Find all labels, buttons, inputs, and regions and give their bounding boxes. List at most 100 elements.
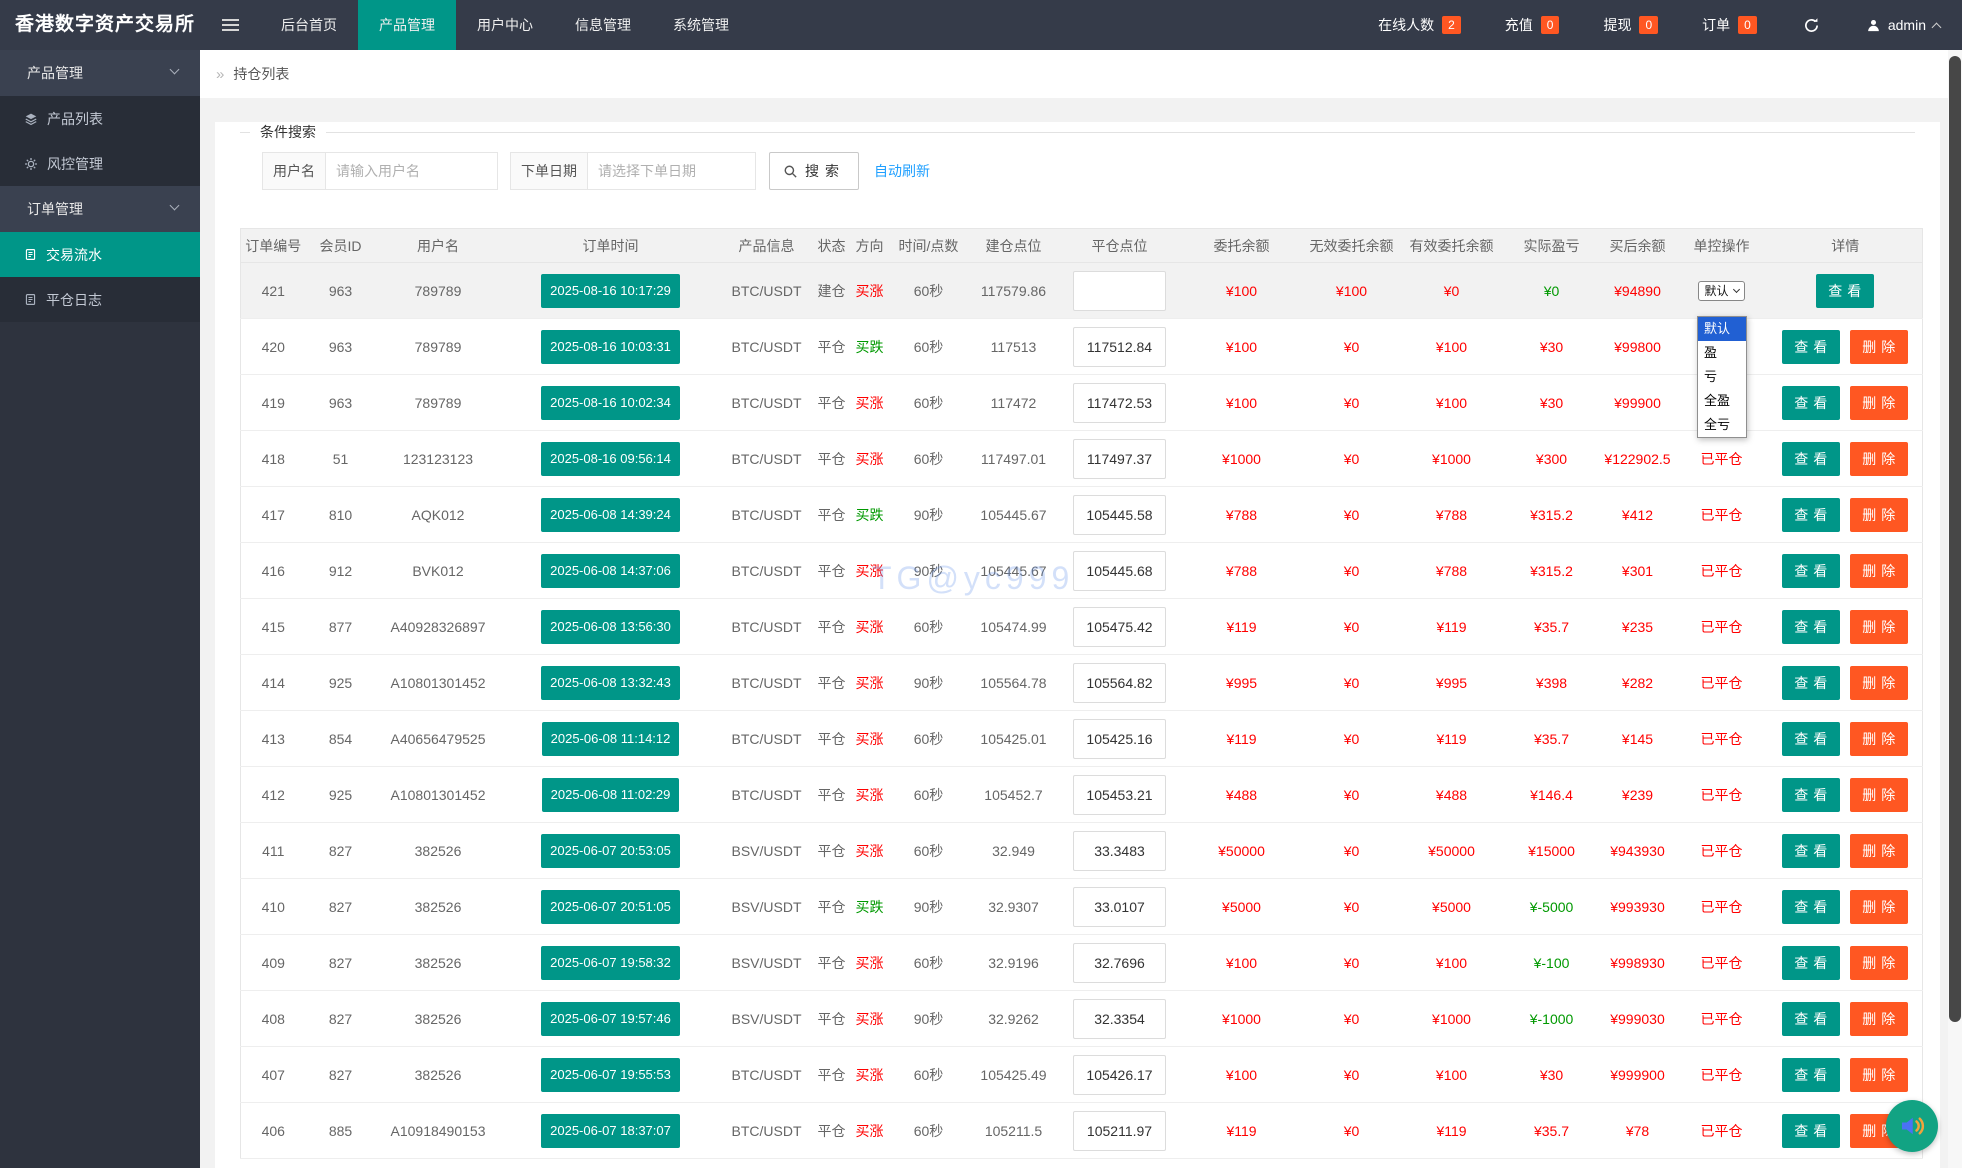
close-point-input[interactable] [1073,1054,1166,1095]
close-point-input[interactable] [1073,942,1166,983]
view-button[interactable]: 查看 [1782,721,1841,756]
order-time-button[interactable]: 2025-06-07 19:55:53 [541,1057,680,1092]
status: 平仓 [812,1102,851,1159]
sidebar-item-close-log[interactable]: 平仓日志 [0,277,200,322]
delete-button[interactable]: 删除 [1850,721,1909,756]
close-point-input[interactable] [1073,774,1166,815]
view-button[interactable]: 查看 [1782,609,1841,644]
close-point-input[interactable] [1073,662,1166,703]
username-input[interactable] [326,152,498,190]
close-point-input[interactable] [1073,718,1166,759]
order-time-button[interactable]: 2025-08-16 10:03:31 [541,329,680,364]
close-point-input[interactable] [1073,886,1166,927]
sidebar-item-trade-flow[interactable]: 交易流水 [0,232,200,277]
refresh-button[interactable] [1779,17,1844,34]
stat-withdraw[interactable]: 提现 0 [1581,15,1680,35]
order-time-button[interactable]: 2025-08-16 09:56:14 [541,441,680,476]
view-button[interactable]: 查看 [1782,329,1841,364]
view-button[interactable]: 查看 [1782,1113,1841,1148]
delete-button[interactable]: 删除 [1850,441,1909,476]
order-time-button[interactable]: 2025-06-08 14:37:06 [541,553,680,588]
view-button[interactable]: 查看 [1782,385,1841,420]
close-point-input[interactable] [1073,438,1166,479]
order-time-button[interactable]: 2025-06-08 13:56:30 [541,609,680,644]
nav-item-home[interactable]: 后台首页 [281,17,337,33]
user-menu[interactable]: admin [1844,17,1962,33]
close-point-input[interactable] [1073,830,1166,871]
order-date-input[interactable] [588,152,756,190]
view-button[interactable]: 查看 [1782,945,1841,980]
delete-button[interactable]: 删除 [1850,553,1909,588]
dropdown-option[interactable]: 默认 [1698,317,1746,341]
sidebar-group-orders[interactable]: 订单管理 [0,186,200,232]
order-time-button[interactable]: 2025-06-07 20:51:05 [541,889,680,924]
sound-toggle-button[interactable] [1886,1100,1938,1152]
dropdown-option[interactable]: 全盈 [1704,393,1731,408]
order-time-button[interactable]: 2025-08-16 10:02:34 [541,385,680,420]
close-point-input[interactable] [1073,326,1166,367]
delete-button[interactable]: 删除 [1850,329,1909,364]
auto-refresh-link[interactable]: 自动刷新 [874,163,930,179]
stat-orders[interactable]: 订单 0 [1680,15,1779,35]
nav-item-system[interactable]: 系统管理 [673,17,729,33]
close-point-input[interactable] [1073,494,1166,535]
nav-item-info[interactable]: 信息管理 [575,17,631,33]
view-button[interactable]: 查看 [1816,273,1875,308]
dropdown-option[interactable]: 盈 [1704,345,1718,360]
delete-button[interactable]: 删除 [1850,1001,1909,1036]
sidebar-group-products[interactable]: 产品管理 [0,50,200,96]
order-time-button[interactable]: 2025-06-08 13:32:43 [541,665,680,700]
view-button[interactable]: 查看 [1782,833,1841,868]
closed-status: 已平仓 [1700,954,1743,971]
view-button[interactable]: 查看 [1782,665,1841,700]
sidebar-item-product-list[interactable]: 产品列表 [0,96,200,141]
delete-button[interactable]: 删除 [1850,889,1909,924]
close-point-input[interactable] [1073,606,1166,647]
entrust-balance: ¥788 [1180,486,1303,543]
delete-button[interactable]: 删除 [1850,945,1909,980]
search-button[interactable]: 搜索 [769,152,859,190]
order-time-button[interactable]: 2025-06-07 19:58:32 [541,945,680,980]
delete-button[interactable]: 删除 [1850,385,1909,420]
dropdown-option[interactable]: 全亏 [1704,417,1731,432]
view-button[interactable]: 查看 [1782,777,1841,812]
close-point-input[interactable] [1073,998,1166,1039]
view-button[interactable]: 查看 [1782,1057,1841,1092]
control-cell: 已平仓 [1674,654,1769,711]
view-button[interactable]: 查看 [1782,553,1841,588]
control-select[interactable]: 默认 [1698,280,1745,301]
delete-button[interactable]: 删除 [1850,609,1909,644]
stat-recharge[interactable]: 充值 0 [1483,15,1582,35]
nav-item-user-center[interactable]: 用户中心 [477,17,533,33]
delete-button[interactable]: 删除 [1850,1057,1909,1092]
close-point-input[interactable] [1073,1110,1166,1151]
view-button[interactable]: 查看 [1782,1001,1841,1036]
close-point-input[interactable] [1073,382,1166,423]
order-time-button[interactable]: 2025-06-07 18:37:07 [541,1113,680,1148]
order-time-button[interactable]: 2025-06-08 11:02:29 [541,777,680,812]
dropdown-option[interactable]: 亏 [1704,369,1718,384]
scrollbar-thumb[interactable] [1949,56,1961,1022]
close-point-input[interactable] [1073,550,1166,591]
order-time-button[interactable]: 2025-06-08 11:14:12 [541,721,680,756]
delete-button[interactable]: 删除 [1850,777,1909,812]
open-point: 117579.86 [968,262,1059,319]
delete-button[interactable]: 删除 [1850,497,1909,532]
order-time-button[interactable]: 2025-06-07 19:57:46 [541,1001,680,1036]
delete-button[interactable]: 删除 [1850,665,1909,700]
detail-cell: 查看 [1768,262,1923,319]
sidebar-item-risk-control[interactable]: 风控管理 [0,141,200,186]
view-button[interactable]: 查看 [1782,441,1841,476]
status: 平仓 [812,766,851,823]
scrollbar-track[interactable] [1948,50,1962,1168]
stat-online[interactable]: 在线人数 2 [1356,15,1483,35]
close-point-input[interactable] [1073,270,1166,311]
view-button[interactable]: 查看 [1782,497,1841,532]
delete-button[interactable]: 删除 [1850,833,1909,868]
view-button[interactable]: 查看 [1782,889,1841,924]
order-time-button[interactable]: 2025-08-16 10:17:29 [541,273,680,308]
order-time-button[interactable]: 2025-06-07 20:53:05 [541,833,680,868]
nav-item-products[interactable]: 产品管理 [358,0,456,50]
order-time-button[interactable]: 2025-06-08 14:39:24 [541,497,680,532]
menu-toggle-button[interactable] [200,0,260,50]
